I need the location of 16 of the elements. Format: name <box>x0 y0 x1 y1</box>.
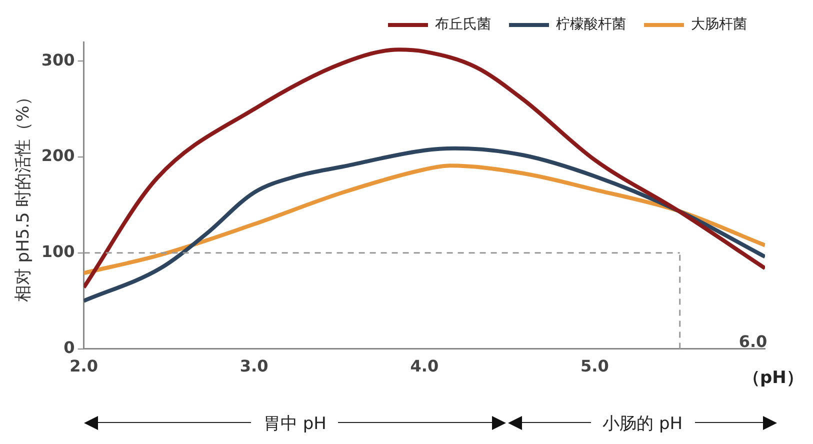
x-tick-label: 4.0 <box>410 356 439 376</box>
text: 胃中 pH <box>251 412 338 435</box>
x-tick-label: 5.0 <box>580 356 609 376</box>
x-tick-label: 3.0 <box>240 356 268 376</box>
legend-label: 大肠杆菌 <box>691 16 747 33</box>
x-tick-label: 2.0 <box>70 356 98 376</box>
x-axis-title: （pH） <box>743 368 804 388</box>
legend-label: 柠檬酸杆菌 <box>556 16 626 33</box>
y-axis-title: 相对 pH5.5 时的活性（%） <box>14 88 34 302</box>
legend-label: 布丘氏菌 <box>435 16 491 33</box>
y-tick-label: 0 <box>64 338 75 357</box>
y-tick-label: 300 <box>41 50 75 70</box>
text: 小肠的 pH <box>590 412 695 435</box>
y-tick-label: 200 <box>41 146 75 166</box>
annotation: 6.0 <box>738 332 768 351</box>
y-tick-label: 100 <box>41 242 75 262</box>
